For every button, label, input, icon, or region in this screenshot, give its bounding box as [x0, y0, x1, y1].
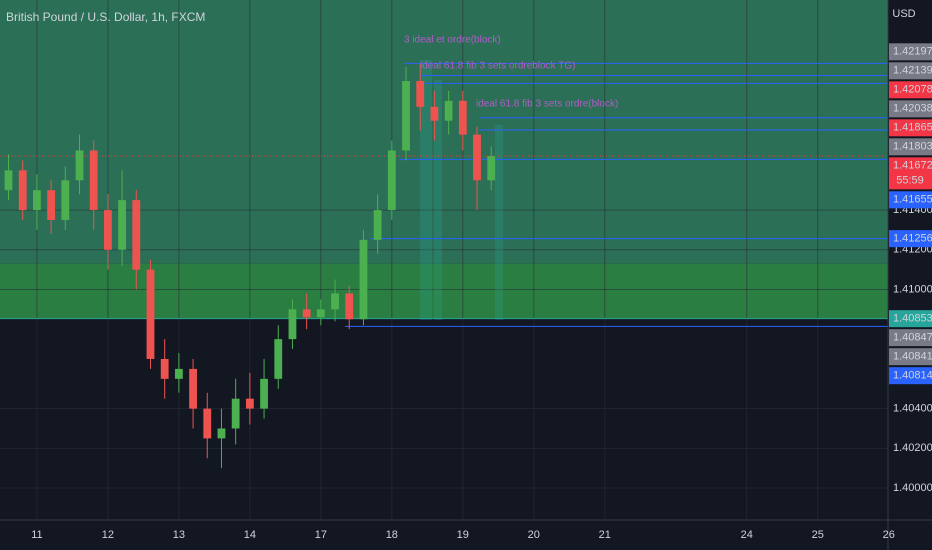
- candles: [4, 63, 496, 469]
- price-label: 1.42139: [893, 65, 932, 77]
- price-label: 1.42078: [893, 84, 932, 96]
- price-label: 1.40814: [893, 370, 932, 382]
- candle-body: [359, 239, 368, 320]
- candle-body: [302, 309, 311, 318]
- candle-body: [231, 398, 240, 429]
- candle-body: [373, 210, 382, 240]
- x-tick-label: 20: [528, 529, 540, 541]
- candle-body: [387, 150, 396, 211]
- candle-body: [174, 368, 183, 379]
- candle-body: [345, 293, 354, 320]
- candle-body: [458, 100, 467, 135]
- time-axis: [0, 520, 932, 550]
- price-label-box: [889, 367, 932, 385]
- price-label-box: [889, 230, 932, 248]
- candle-body: [33, 190, 41, 211]
- y-tick-label: 1.40400: [893, 403, 932, 415]
- candle-body: [444, 100, 453, 121]
- price-label: 1.41865: [893, 122, 932, 134]
- price-label: 1.41256: [893, 233, 932, 245]
- zones: [0, 0, 888, 319]
- candle-body: [75, 150, 84, 181]
- candle-body: [103, 210, 112, 250]
- price-label-box: [889, 119, 932, 137]
- x-tick-label: 26: [883, 529, 895, 541]
- candle-body: [316, 309, 325, 318]
- price-label: 1.42197: [893, 46, 932, 58]
- candle-body: [61, 180, 70, 220]
- candle-body: [4, 170, 13, 191]
- y-tick-label: 1.40000: [893, 482, 932, 494]
- price-label: 1.42038: [893, 103, 932, 115]
- x-tick-label: 14: [244, 529, 256, 541]
- candle-body: [245, 398, 254, 409]
- position-box: [420, 60, 432, 320]
- levels: [0, 62, 888, 327]
- candle-body: [260, 378, 268, 409]
- price-label: 1.40847: [893, 332, 932, 344]
- zone: [0, 0, 888, 264]
- candle-body: [487, 156, 496, 181]
- price-label-box: [889, 329, 932, 347]
- price-label: 1.40841: [893, 351, 932, 363]
- candle-body: [274, 339, 283, 379]
- annotations: 3 ideal et ordre(block) ideal 61.8 fib 3 …: [404, 35, 618, 110]
- x-tick-label: 25: [812, 529, 824, 541]
- price-label: 1.40853: [893, 313, 932, 325]
- price-label: 1.41672: [893, 160, 932, 172]
- candle-body: [89, 150, 98, 211]
- candle-body: [47, 190, 56, 220]
- candle-body: [416, 81, 425, 107]
- price-label-box: [889, 348, 932, 366]
- candle-body: [18, 170, 27, 211]
- annotation: ideal 61.8 fib 3 sets ordre(block): [476, 99, 618, 110]
- currency: USD: [892, 8, 915, 20]
- x-tick-label: 11: [31, 529, 42, 541]
- price-label-box: [889, 62, 932, 80]
- price-label-box: [889, 191, 932, 209]
- candle-body: [217, 428, 226, 439]
- candle-body: [146, 269, 155, 359]
- price-label-box: [889, 43, 932, 61]
- x-tick-label: 21: [599, 529, 611, 541]
- candle-body: [203, 408, 212, 439]
- candle-body: [118, 200, 126, 250]
- position-box: [434, 80, 442, 320]
- x-tick-label: 17: [315, 529, 327, 541]
- x-tick-label: 13: [173, 529, 185, 541]
- candle-body: [430, 106, 439, 121]
- grid: [0, 0, 890, 520]
- price-label-box: [889, 100, 932, 118]
- candle-body: [160, 358, 169, 379]
- candle-body: [402, 81, 410, 151]
- axes: 1.400001.402001.404001.410001.412001.414…: [31, 43, 932, 541]
- y-tick-label: 1.40200: [893, 442, 932, 454]
- candle-body: [132, 200, 141, 270]
- price-label-box: [889, 81, 932, 99]
- x-tick-label: 24: [741, 529, 753, 541]
- price-label-box: [889, 138, 932, 156]
- x-tick-label: 12: [102, 529, 114, 541]
- price-label-box: [889, 157, 932, 190]
- price-label: 1.41655: [893, 194, 932, 206]
- candle-body: [288, 309, 297, 340]
- y-tick-label: 1.41000: [893, 283, 932, 295]
- candle-body: [331, 293, 339, 310]
- x-tick-label: 18: [386, 529, 398, 541]
- x-tick-label: 19: [457, 529, 469, 541]
- price-label-box: [889, 310, 932, 328]
- countdown: 55:59: [896, 175, 924, 187]
- annotation: 3 ideal et ordre(block): [404, 35, 501, 46]
- annotation: ideal 61.8 fib 3 sets ordreblock TG): [420, 61, 575, 72]
- position-box: [495, 125, 503, 320]
- candle-body: [189, 368, 197, 409]
- chart-title: British Pound / U.S. Dollar, 1h, FXCM: [6, 10, 205, 24]
- price-label: 1.41803: [893, 141, 932, 153]
- zone: [0, 263, 888, 319]
- candle-body: [473, 134, 481, 181]
